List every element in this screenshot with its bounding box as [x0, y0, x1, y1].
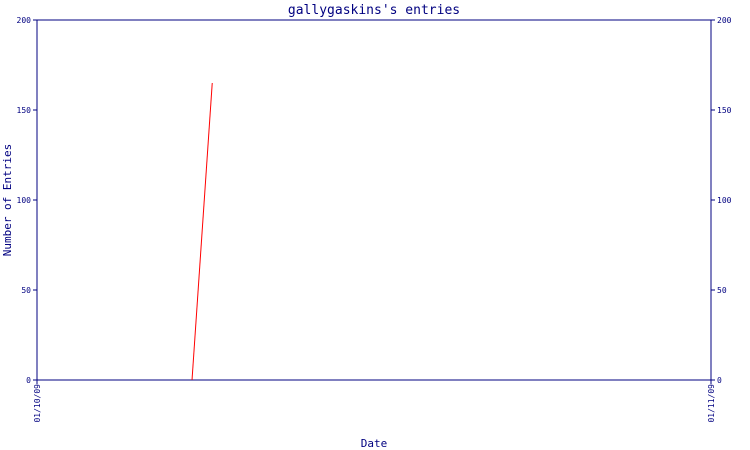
y-axis-label: Number of Entries [1, 144, 14, 257]
y-tick-label: 150 [17, 106, 32, 115]
plot-frame [36, 19, 712, 381]
x-tick-label: 01/10/09 [33, 384, 42, 423]
x-tick-label: 01/11/09 [707, 384, 716, 423]
chart-title: gallygaskins's entries [288, 3, 460, 18]
y-tick-label: 100 [17, 196, 32, 205]
y-tick-label: 200 [17, 16, 32, 25]
y-tick-label: 50 [21, 286, 31, 295]
y2-tick-label: 50 [717, 286, 727, 295]
y2-tick-label: 0 [717, 376, 722, 385]
y-tick-label: 0 [26, 376, 31, 385]
y2-tick-label: 200 [717, 16, 732, 25]
y2-tick-label: 150 [717, 106, 732, 115]
y2-tick-label: 100 [717, 196, 732, 205]
data-line [191, 82, 213, 381]
x-axis-label: Date [361, 437, 388, 450]
